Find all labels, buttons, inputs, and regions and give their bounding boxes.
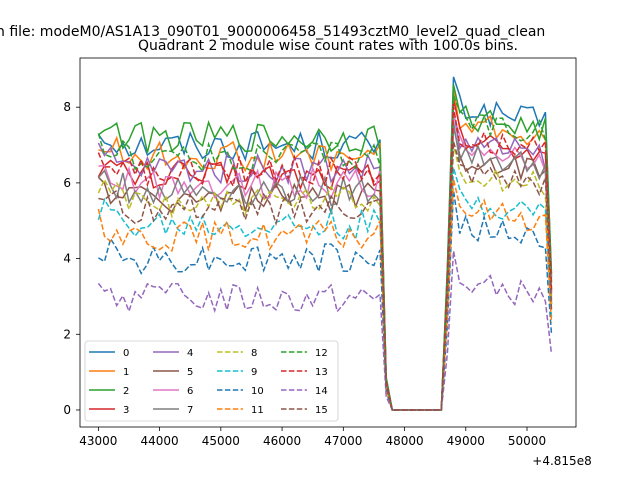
x-axis: 43000 44000 45000 46000 47000 48000 49000 50000	[79, 427, 546, 448]
legend-label-10: 10	[251, 386, 264, 397]
legend-label-1: 1	[123, 367, 129, 378]
y-axis: 0 2 4 6 8	[63, 100, 80, 417]
y-tick-label: 2	[63, 327, 71, 341]
legend-label-7: 7	[187, 405, 193, 416]
plot-frame	[79, 57, 577, 428]
legend-label-2: 2	[123, 386, 129, 397]
legend-label-0: 0	[123, 348, 129, 359]
y-tick-label: 4	[63, 252, 71, 266]
series-line-7	[97, 122, 553, 411]
series-line-12	[97, 95, 553, 411]
x-tick-label: 44000	[141, 434, 179, 448]
series-line-15	[98, 141, 553, 411]
legend-label-4: 4	[187, 348, 193, 359]
series-line-13	[97, 107, 553, 411]
series-line-2	[97, 84, 553, 411]
legend-label-8: 8	[251, 348, 257, 359]
y-tick-label: 8	[63, 100, 71, 114]
legend-label-5: 5	[187, 367, 193, 378]
y-tick-label: 6	[63, 176, 71, 190]
legend-label-9: 9	[251, 367, 257, 378]
x-tick-label: 43000	[79, 434, 117, 448]
legend-label-11: 11	[251, 405, 264, 416]
series-line-11	[97, 178, 553, 411]
chart-title: Quadrant 2 module wise count rates with …	[138, 38, 518, 54]
legend-label-13: 13	[315, 367, 328, 378]
x-tick-label: 49000	[447, 434, 485, 448]
x-tick-label: 48000	[385, 434, 423, 448]
legend-label-3: 3	[123, 405, 129, 416]
series-line-4	[97, 110, 553, 411]
x-tick-label: 47000	[324, 434, 362, 448]
x-tick-label: 46000	[263, 434, 301, 448]
suptitle: n file: modeM0/AS1A13_090T01_9000006458_…	[0, 24, 545, 40]
legend-label-12: 12	[315, 348, 328, 359]
legend-label-15: 15	[315, 405, 328, 416]
series-line-1	[98, 88, 553, 411]
series-line-14	[97, 250, 553, 411]
series-line-10	[98, 190, 553, 411]
legend-label-6: 6	[187, 386, 193, 397]
legend-box	[84, 340, 339, 422]
y-tick-label: 0	[63, 403, 71, 417]
series-line-8	[97, 144, 553, 411]
legend-label-14: 14	[315, 386, 328, 397]
series-layer	[97, 76, 553, 411]
x-tick-label: 50000	[508, 434, 546, 448]
x-tick-label: 45000	[202, 434, 240, 448]
x-offset-label: +4.815e8	[532, 454, 591, 468]
